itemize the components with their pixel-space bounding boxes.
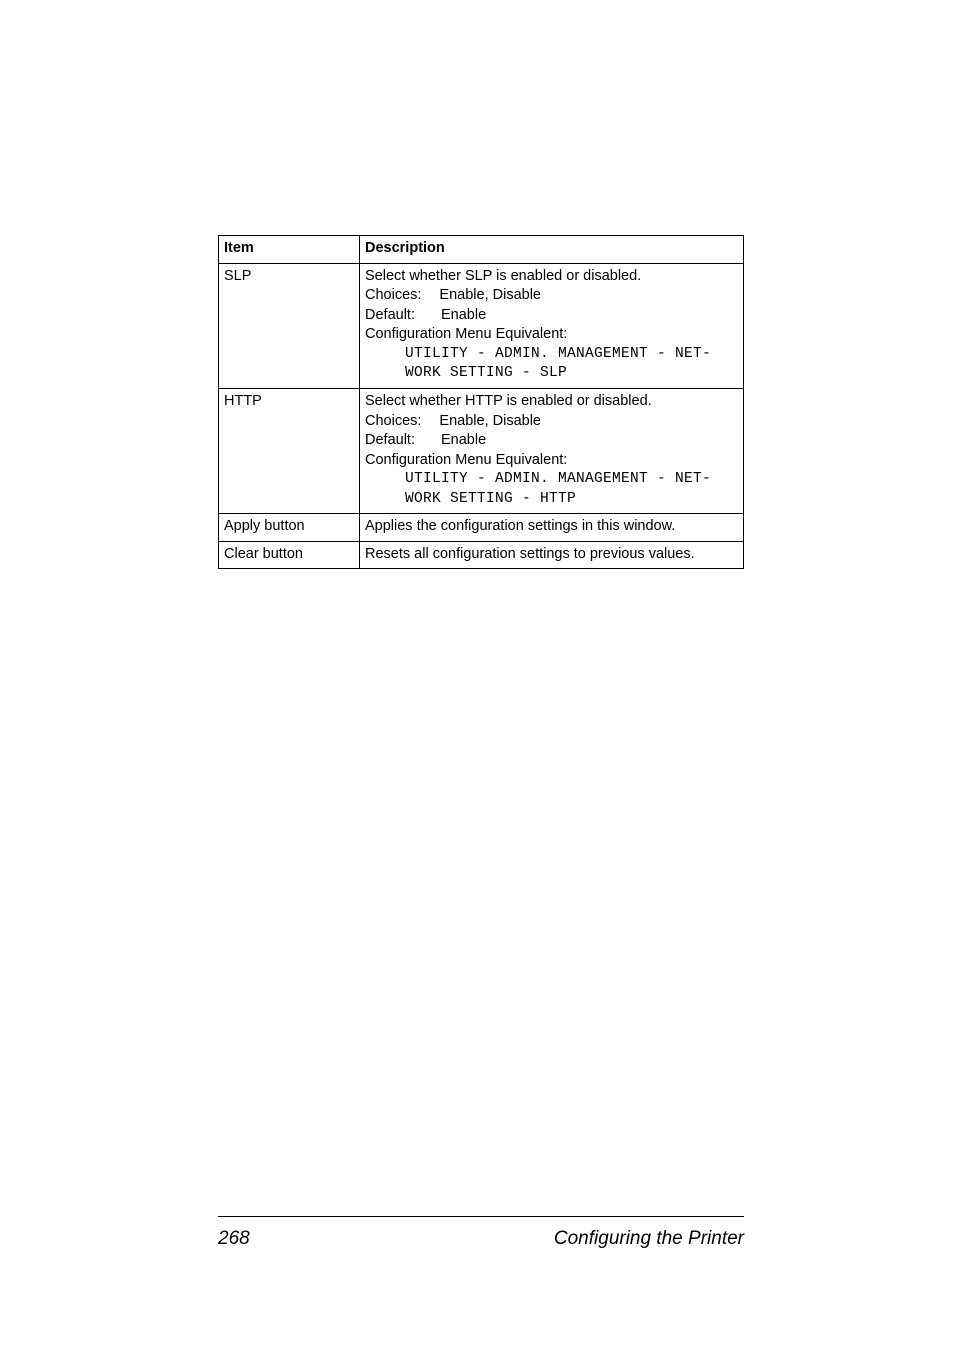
item-cell: HTTP	[219, 388, 360, 513]
select-text: Select whether HTTP is enabled or disabl…	[365, 393, 652, 409]
choices-value: Enable, Disable	[421, 287, 541, 303]
settings-table: Item Description SLP Select whether SLP …	[218, 235, 744, 569]
document-page: Item Description SLP Select whether SLP …	[0, 0, 954, 1350]
description-cell: Select whether SLP is enabled or disable…	[360, 263, 744, 388]
description-cell: Applies the configuration settings in th…	[360, 514, 744, 542]
default-value: Enable	[415, 432, 486, 448]
config-line2: WORK SETTING - HTTP	[365, 490, 738, 510]
item-cell: SLP	[219, 263, 360, 388]
default-label: Default:	[365, 431, 415, 451]
select-text: Select whether SLP is enabled or disable…	[365, 268, 641, 284]
config-label: Configuration Menu Equivalent:	[365, 326, 567, 342]
table-header-row: Item Description	[219, 236, 744, 264]
header-description: Description	[360, 236, 744, 264]
default-label: Default:	[365, 306, 415, 326]
config-line2: WORK SETTING - SLP	[365, 364, 738, 384]
choices-value: Enable, Disable	[421, 413, 541, 429]
footer-divider	[218, 1216, 744, 1217]
table-row: Clear button Resets all configuration se…	[219, 541, 744, 569]
item-cell: Apply button	[219, 514, 360, 542]
header-item: Item	[219, 236, 360, 264]
choices-label: Choices:	[365, 412, 421, 432]
default-value: Enable	[415, 307, 486, 323]
choices-label: Choices:	[365, 286, 421, 306]
item-cell: Clear button	[219, 541, 360, 569]
config-line1: UTILITY - ADMIN. MANAGEMENT - NET-	[365, 470, 738, 490]
config-line1: UTILITY - ADMIN. MANAGEMENT - NET-	[365, 345, 738, 365]
table-row: SLP Select whether SLP is enabled or dis…	[219, 263, 744, 388]
table-row: HTTP Select whether HTTP is enabled or d…	[219, 388, 744, 513]
description-cell: Resets all configuration settings to pre…	[360, 541, 744, 569]
page-number: 268	[218, 1228, 250, 1250]
table-row: Apply button Applies the configuration s…	[219, 514, 744, 542]
description-cell: Select whether HTTP is enabled or disabl…	[360, 388, 744, 513]
config-label: Configuration Menu Equivalent:	[365, 452, 567, 468]
footer-title: Configuring the Printer	[554, 1228, 744, 1250]
